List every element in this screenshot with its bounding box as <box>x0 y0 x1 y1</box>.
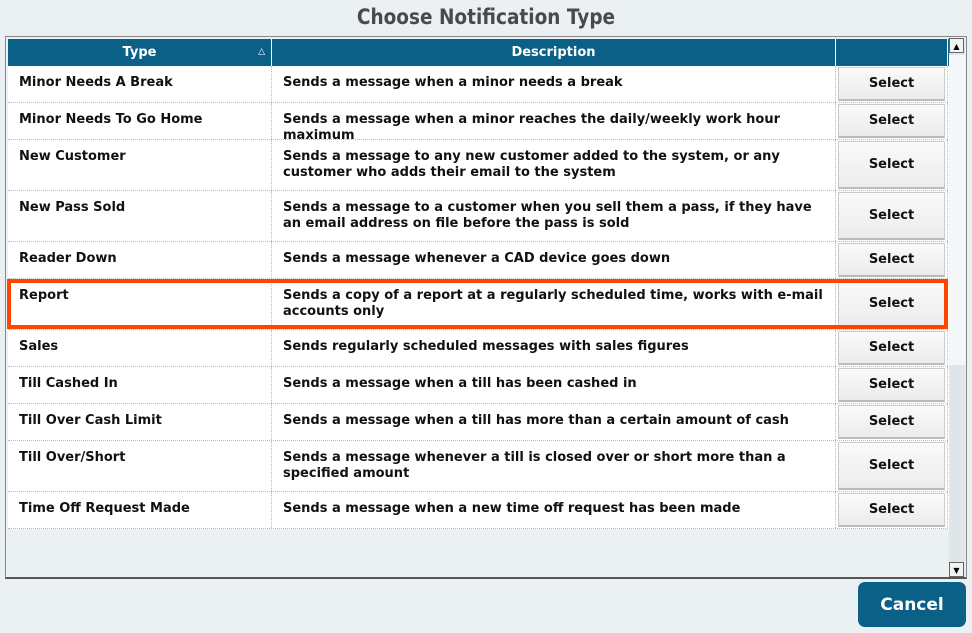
select-button[interactable]: Select <box>838 67 945 101</box>
description-cell: Sends a message when a till has been cas… <box>272 367 836 403</box>
scroll-up-arrow-icon[interactable]: ▲ <box>949 38 964 53</box>
column-header-description[interactable]: Description <box>272 39 836 66</box>
action-cell: Select <box>836 279 948 329</box>
action-cell: Select <box>836 191 948 241</box>
sort-ascending-icon: △ <box>258 47 265 57</box>
type-cell: Minor Needs A Break <box>8 66 272 102</box>
table-row: Till Over/Short Sends a message whenever… <box>8 441 950 492</box>
select-button[interactable]: Select <box>838 141 945 189</box>
table-row: Till Cashed In Sends a message when a ti… <box>8 367 950 404</box>
scroll-down-arrow-icon[interactable]: ▼ <box>949 562 964 577</box>
action-cell: Select <box>836 66 948 102</box>
select-button[interactable]: Select <box>838 280 945 328</box>
action-cell: Select <box>836 140 948 190</box>
description-cell: Sends a message when a new time off requ… <box>272 492 836 528</box>
table-row: Reader Down Sends a message whenever a C… <box>8 242 950 279</box>
table-row: New Customer Sends a message to any new … <box>8 140 950 191</box>
select-button[interactable]: Select <box>838 104 945 138</box>
description-cell: Sends a copy of a report at a regularly … <box>272 279 836 329</box>
type-cell: Time Off Request Made <box>8 492 272 528</box>
description-cell: Sends a message when a minor needs a bre… <box>272 66 836 102</box>
action-cell: Select <box>836 367 948 403</box>
type-cell: New Pass Sold <box>8 191 272 241</box>
action-cell: Select <box>836 441 948 491</box>
action-cell: Select <box>836 103 948 139</box>
type-cell: Sales <box>8 330 272 366</box>
description-cell: Sends regularly scheduled messages with … <box>272 330 836 366</box>
table-row: Till Over Cash Limit Sends a message whe… <box>8 404 950 441</box>
description-cell: Sends a message when a minor reaches the… <box>272 103 836 143</box>
type-cell: New Customer <box>8 140 272 190</box>
scrollbar-thumb[interactable] <box>949 55 965 365</box>
description-cell: Sends a message to a customer when you s… <box>272 191 836 241</box>
table-row: Minor Needs A Break Sends a message when… <box>8 66 950 103</box>
description-cell: Sends a message whenever a till is close… <box>272 441 836 491</box>
table-row: Report Sends a copy of a report at a reg… <box>8 279 950 330</box>
table-row: Minor Needs To Go Home Sends a message w… <box>8 103 950 143</box>
action-cell: Select <box>836 242 948 278</box>
vertical-scrollbar[interactable]: ▲ ▼ <box>949 38 965 577</box>
column-label: Type <box>122 45 157 60</box>
action-cell: Select <box>836 330 948 366</box>
action-cell: Select <box>836 492 948 528</box>
select-button[interactable]: Select <box>838 331 945 365</box>
table-row: New Pass Sold Sends a message to a custo… <box>8 191 950 242</box>
select-button[interactable]: Select <box>838 243 945 277</box>
column-header-action <box>836 39 948 66</box>
description-cell: Sends a message to any new customer adde… <box>272 140 836 190</box>
select-button[interactable]: Select <box>838 442 945 490</box>
notification-type-grid: Type △ Description Minor Needs A Break Se… <box>5 36 967 579</box>
type-cell: Till Over Cash Limit <box>8 404 272 440</box>
select-button[interactable]: Select <box>838 405 945 439</box>
select-button[interactable]: Select <box>838 493 945 527</box>
select-button[interactable]: Select <box>838 368 945 402</box>
action-cell: Select <box>836 404 948 440</box>
description-cell: Sends a message whenever a CAD device go… <box>272 242 836 278</box>
select-button[interactable]: Select <box>838 192 945 240</box>
grid-header: Type △ Description <box>8 39 950 66</box>
dialog-title: Choose Notification Type <box>356 5 616 29</box>
table-row: Sales Sends regularly scheduled messages… <box>8 330 950 367</box>
type-cell: Report <box>8 279 272 329</box>
column-header-type[interactable]: Type △ <box>8 39 272 66</box>
type-cell: Till Cashed In <box>8 367 272 403</box>
table-row: Time Off Request Made Sends a message wh… <box>8 492 950 529</box>
cancel-button[interactable]: Cancel <box>858 582 966 627</box>
type-cell: Minor Needs To Go Home <box>8 103 272 139</box>
type-cell: Till Over/Short <box>8 441 272 491</box>
description-cell: Sends a message when a till has more tha… <box>272 404 836 440</box>
type-cell: Reader Down <box>8 242 272 278</box>
